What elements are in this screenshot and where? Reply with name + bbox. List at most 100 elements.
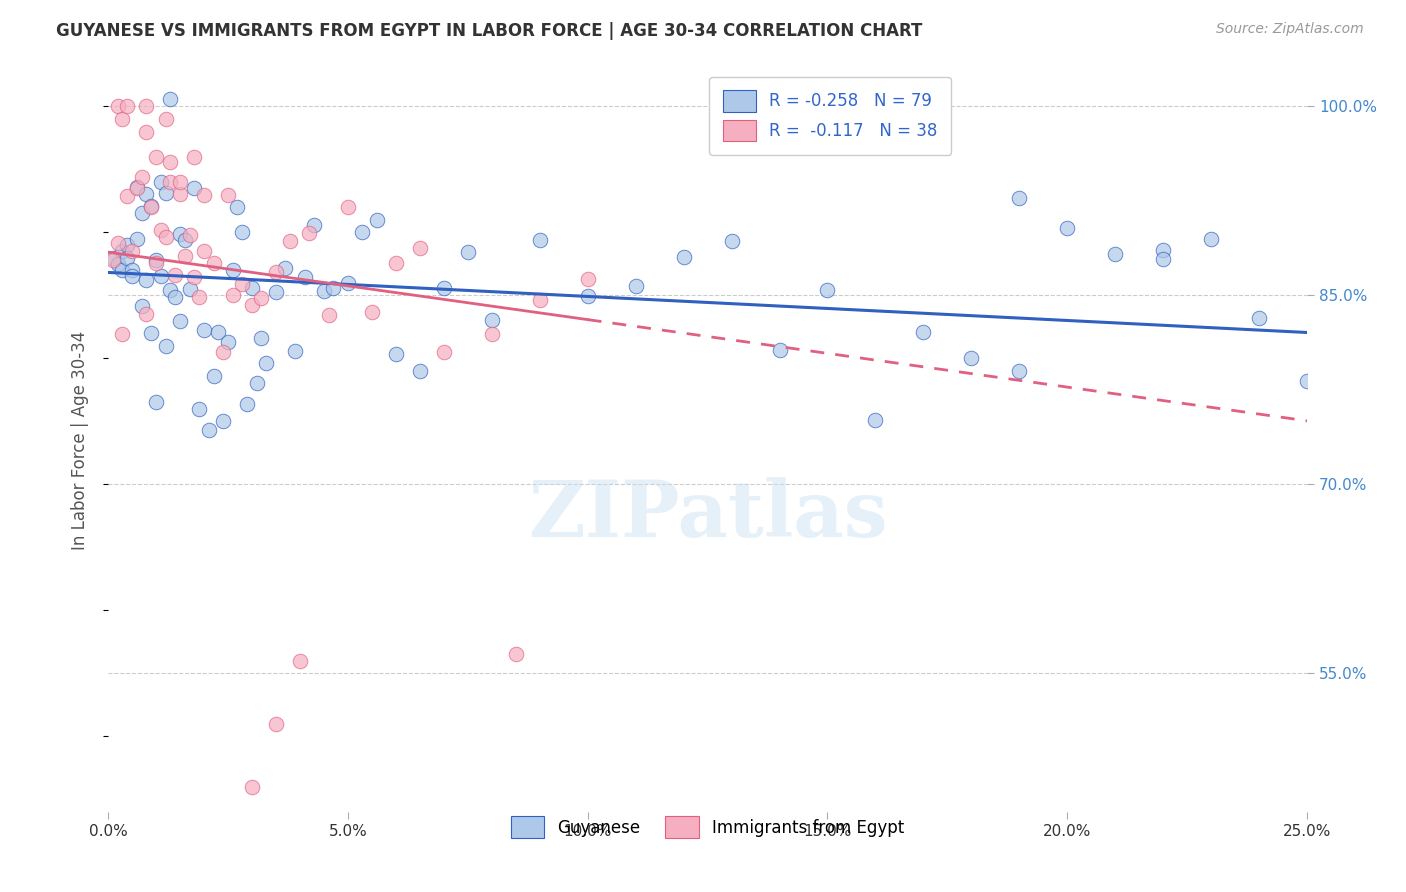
- Point: [298, 226, 321, 240]
- Point: [1008, 191, 1031, 205]
- Point: [284, 343, 307, 358]
- Point: [125, 232, 148, 246]
- Point: [115, 238, 138, 252]
- Point: [231, 277, 253, 292]
- Point: [294, 269, 316, 284]
- Point: [193, 187, 215, 202]
- Point: [155, 229, 177, 244]
- Point: [207, 325, 229, 339]
- Point: [1104, 247, 1126, 261]
- Point: [145, 150, 167, 164]
- Point: [720, 234, 742, 248]
- Point: [135, 99, 157, 113]
- Point: [173, 234, 195, 248]
- Point: [529, 233, 551, 247]
- Point: [159, 283, 181, 297]
- Point: [1008, 364, 1031, 378]
- Point: [433, 281, 456, 295]
- Point: [384, 255, 406, 269]
- Point: [312, 285, 335, 299]
- Point: [149, 223, 172, 237]
- Point: [264, 716, 287, 731]
- Point: [159, 154, 181, 169]
- Point: [121, 263, 143, 277]
- Point: [115, 99, 138, 113]
- Point: [222, 262, 245, 277]
- Point: [212, 344, 235, 359]
- Point: [169, 313, 191, 327]
- Point: [159, 175, 181, 189]
- Point: [131, 169, 153, 184]
- Point: [274, 260, 297, 275]
- Point: [165, 289, 187, 303]
- Point: [529, 293, 551, 308]
- Y-axis label: In Labor Force | Age 30-34: In Labor Force | Age 30-34: [72, 331, 89, 549]
- Point: [264, 265, 287, 279]
- Point: [145, 395, 167, 409]
- Point: [183, 150, 205, 164]
- Point: [1152, 243, 1174, 257]
- Point: [135, 187, 157, 202]
- Point: [264, 285, 287, 299]
- Point: [183, 180, 205, 194]
- Point: [768, 343, 790, 357]
- Point: [231, 225, 253, 239]
- Point: [115, 251, 138, 265]
- Point: [457, 245, 479, 260]
- Point: [111, 263, 134, 277]
- Point: [169, 227, 191, 241]
- Point: [149, 175, 172, 189]
- Point: [236, 397, 259, 411]
- Point: [155, 186, 177, 200]
- Point: [125, 180, 148, 194]
- Point: [226, 200, 249, 214]
- Point: [121, 244, 143, 258]
- Point: [159, 91, 181, 105]
- Text: Source: ZipAtlas.com: Source: ZipAtlas.com: [1216, 22, 1364, 37]
- Point: [288, 654, 311, 668]
- Point: [240, 780, 263, 794]
- Point: [322, 280, 344, 294]
- Point: [576, 272, 599, 286]
- Point: [111, 326, 134, 341]
- Point: [360, 305, 382, 319]
- Point: [304, 218, 326, 232]
- Point: [169, 187, 191, 202]
- Point: [246, 376, 269, 390]
- Point: [278, 234, 301, 248]
- Point: [912, 326, 935, 340]
- Point: [222, 288, 245, 302]
- Point: [409, 241, 432, 255]
- Point: [179, 227, 201, 242]
- Point: [193, 323, 215, 337]
- Legend: Guyanese, Immigrants from Egypt: Guyanese, Immigrants from Egypt: [503, 810, 911, 845]
- Point: [217, 187, 239, 202]
- Point: [179, 282, 201, 296]
- Point: [250, 291, 273, 305]
- Point: [135, 124, 157, 138]
- Point: [1056, 221, 1078, 235]
- Point: [131, 206, 153, 220]
- Point: [145, 252, 167, 267]
- Text: ZIPatlas: ZIPatlas: [527, 476, 887, 552]
- Point: [173, 249, 195, 263]
- Point: [1152, 252, 1174, 267]
- Point: [433, 345, 456, 359]
- Point: [336, 200, 359, 214]
- Point: [960, 351, 983, 365]
- Point: [149, 269, 172, 284]
- Point: [111, 112, 134, 126]
- Point: [240, 281, 263, 295]
- Point: [131, 299, 153, 313]
- Point: [576, 289, 599, 303]
- Point: [135, 273, 157, 287]
- Point: [188, 401, 211, 416]
- Point: [817, 283, 839, 297]
- Point: [505, 648, 527, 662]
- Point: [155, 112, 177, 126]
- Point: [169, 175, 191, 189]
- Point: [125, 179, 148, 194]
- Point: [193, 244, 215, 258]
- Point: [624, 279, 647, 293]
- Point: [202, 256, 225, 270]
